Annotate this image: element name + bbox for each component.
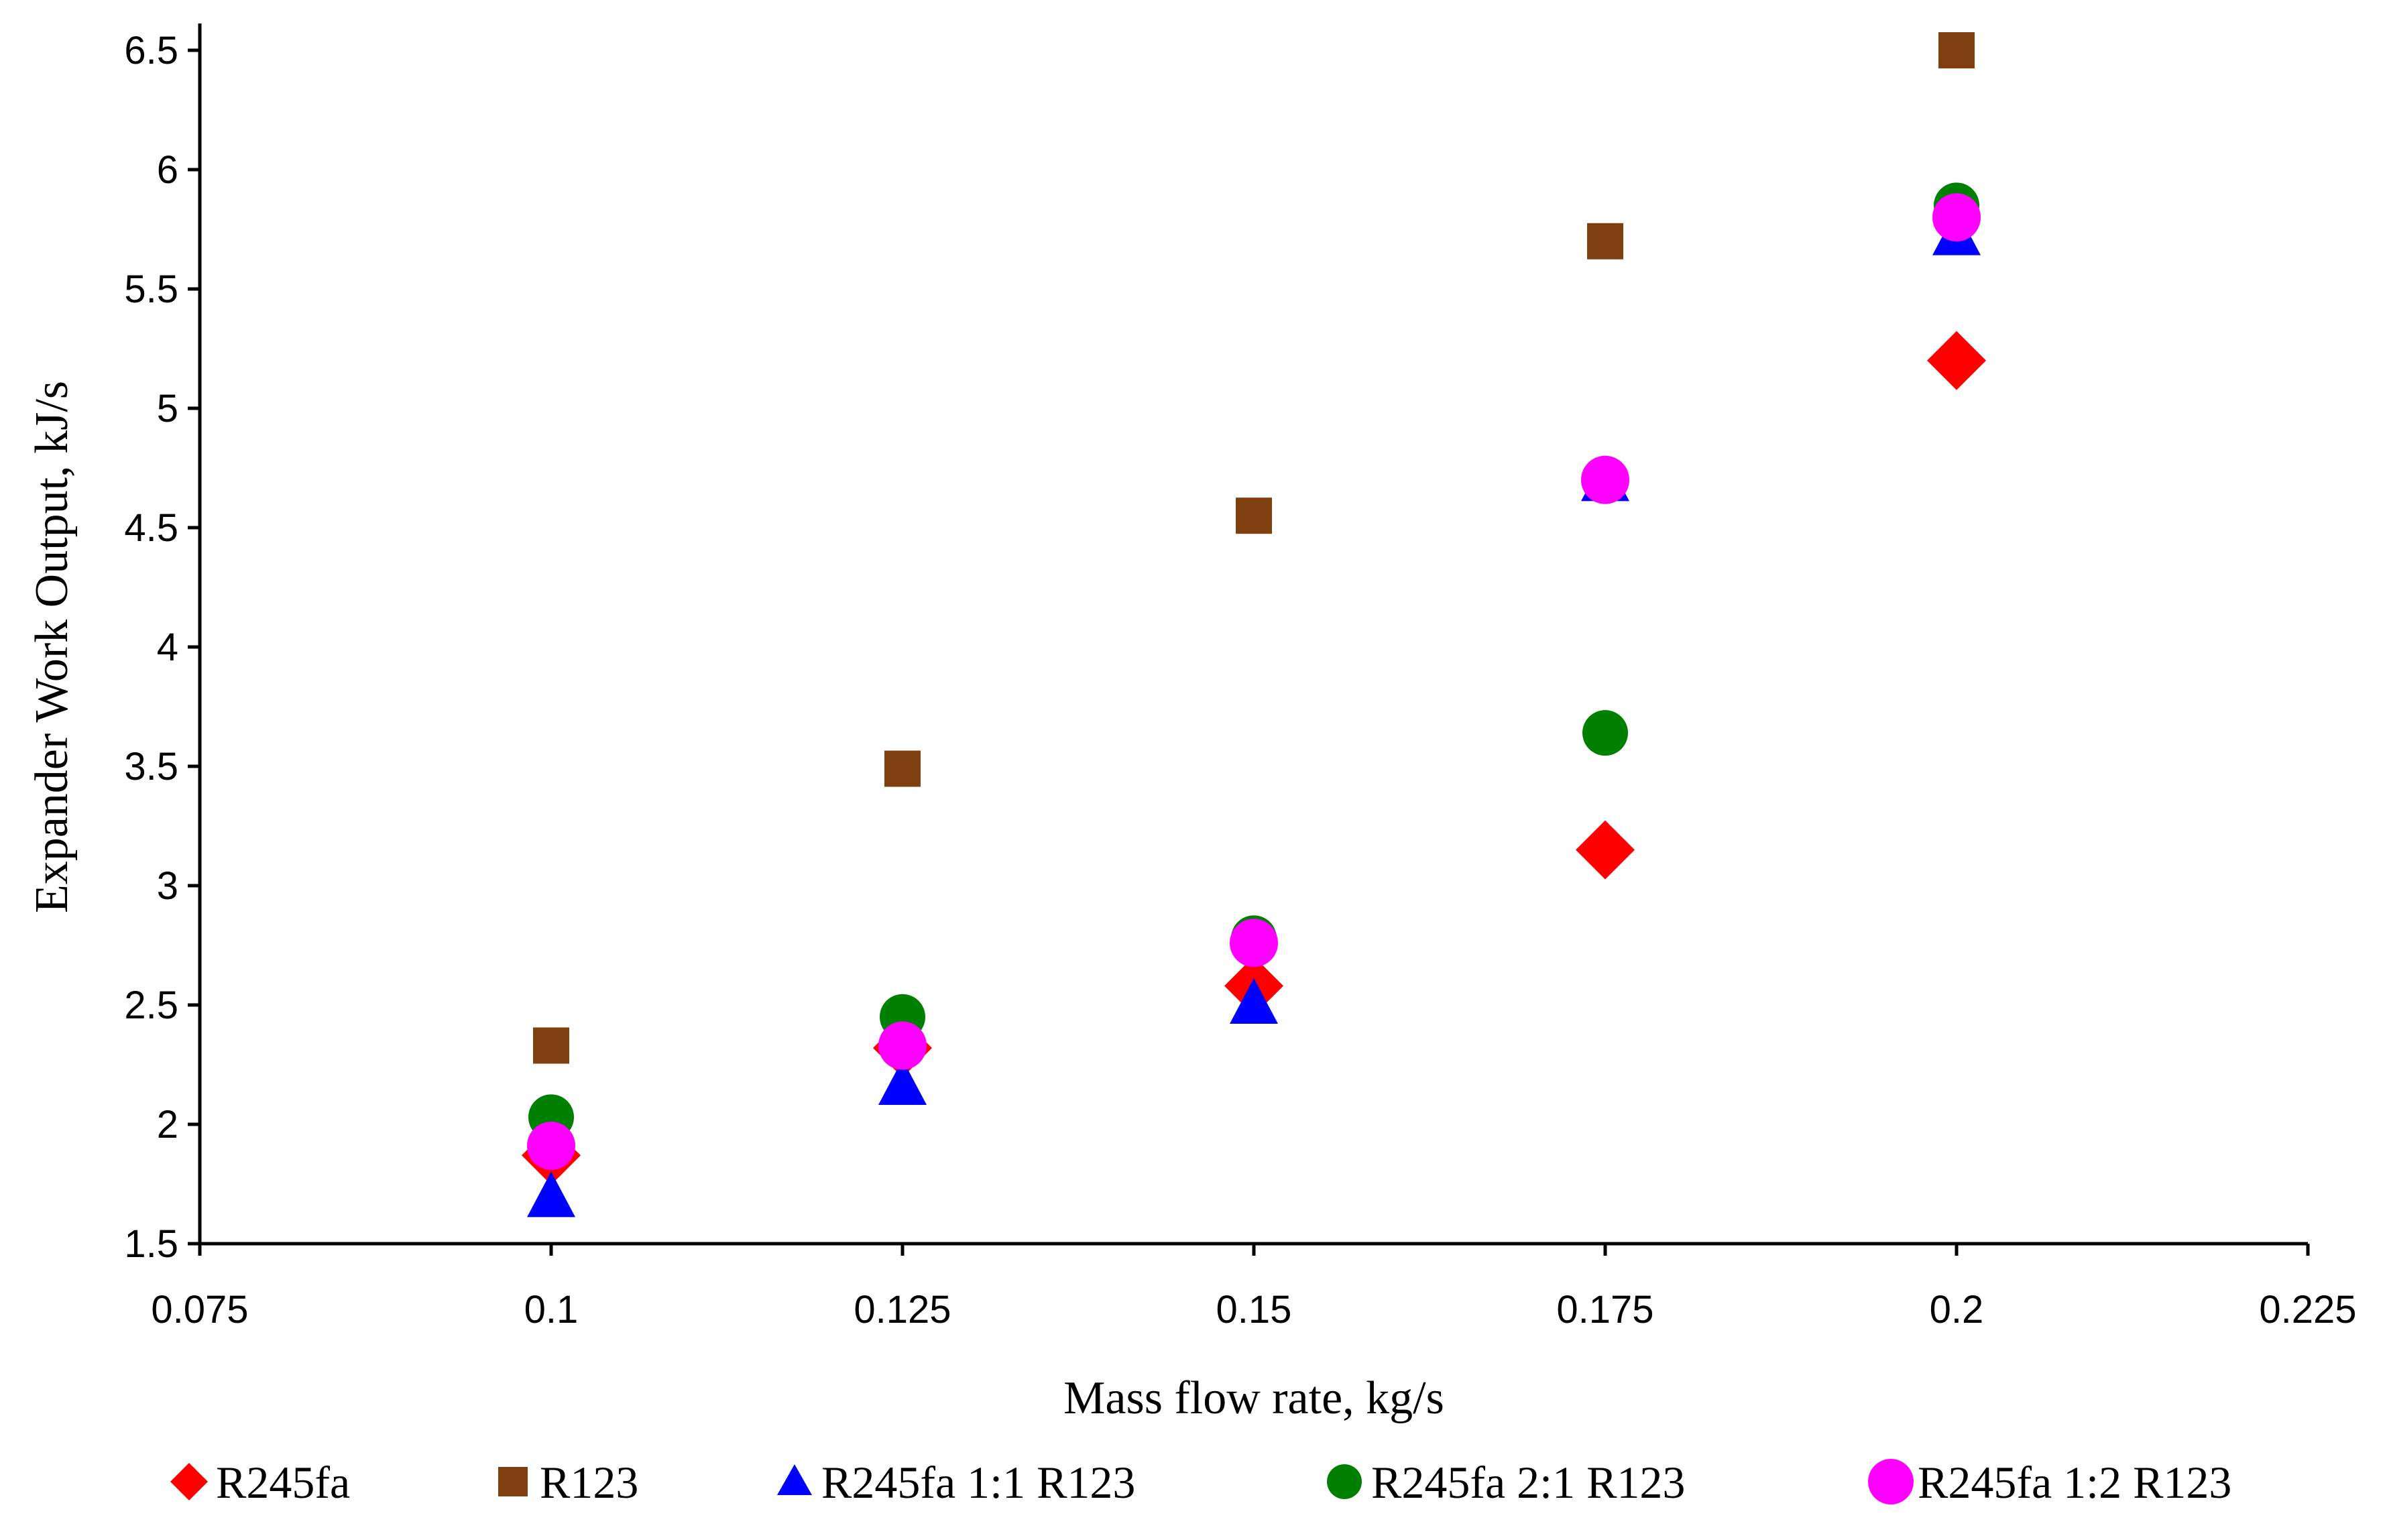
y-tick-label: 6: [157, 148, 178, 192]
x-tick-label: 0.075: [151, 1288, 248, 1331]
series-r245fa: [522, 331, 1986, 1185]
data-point: [527, 1122, 575, 1171]
data-point: [1932, 193, 1981, 242]
y-tick-label: 2.5: [124, 984, 178, 1027]
data-point: [1581, 455, 1629, 504]
y-tick-label: 4: [157, 626, 178, 669]
data-point: [527, 1171, 575, 1218]
x-tick-label: 0.125: [854, 1288, 951, 1331]
data-point: [884, 750, 921, 787]
y-tick-label: 5: [157, 387, 178, 430]
y-tick-label: 3.5: [124, 745, 178, 788]
y-tick-label: 2: [157, 1103, 178, 1146]
legend-label: R245fa 2:1 R123: [1371, 1457, 1685, 1508]
data-point: [1587, 223, 1623, 259]
series-r245fa-1-2-r123: [527, 193, 1981, 1171]
y-tick-label: 3: [157, 864, 178, 908]
data-point: [1576, 820, 1635, 880]
data-point: [878, 1021, 927, 1070]
data-point: [1927, 331, 1986, 390]
legend-item: R245fa: [170, 1457, 350, 1508]
legend-marker: [170, 1463, 208, 1500]
tick-labels: 1.5 2 2.5 3 3.5 4 4.5 5 5.5 6 6.5 0.075 0.1 0.125 0.15…: [124, 29, 2356, 1331]
legend-marker: [777, 1464, 812, 1495]
x-tick-label: 0.2: [1930, 1288, 1984, 1331]
legend-label: R245fa 1:2 R123: [1918, 1457, 2231, 1508]
x-axis-title: Mass flow rate, kg/s: [1063, 1372, 1444, 1424]
legend-marker: [498, 1467, 528, 1496]
y-tick-label: 4.5: [124, 506, 178, 550]
x-tick-label: 0.175: [1556, 1288, 1653, 1331]
series-r245fa-1-1-r123: [527, 209, 1981, 1218]
data-point: [1938, 32, 1975, 68]
y-tick-label: 1.5: [124, 1222, 178, 1266]
legend-marker: [1327, 1464, 1362, 1499]
data-point: [533, 1027, 569, 1064]
data-point: [1230, 919, 1278, 967]
y-tick-label: 5.5: [124, 268, 178, 311]
legend-item: R245fa 1:1 R123: [777, 1457, 1135, 1508]
legend-label: R123: [540, 1457, 638, 1508]
legend: R245fa R123 R245fa 1:1 R123 R245fa 2:1 R123…: [170, 1457, 2231, 1508]
data-point: [878, 1059, 927, 1106]
legend-marker: [1868, 1459, 1914, 1504]
data-point: [1236, 497, 1272, 534]
legend-label: R245fa 1:1 R123: [821, 1457, 1135, 1508]
y-axis-title: Expander Work Output, kJ/s: [26, 381, 78, 913]
legend-item: R123: [498, 1457, 638, 1508]
x-tick-label: 0.225: [2259, 1288, 2356, 1331]
x-tick-label: 0.15: [1216, 1288, 1292, 1331]
legend-item: R245fa 2:1 R123: [1327, 1457, 1685, 1508]
axes: [188, 23, 2310, 1256]
legend-item: R245fa 1:2 R123: [1868, 1457, 2231, 1508]
data-points: [522, 32, 1986, 1218]
data-point: [1582, 710, 1628, 756]
series-r123: [533, 32, 1975, 1064]
y-tick-label: 6.5: [124, 29, 178, 72]
data-point: [1230, 978, 1278, 1024]
x-tick-label: 0.1: [524, 1288, 579, 1331]
legend-label: R245fa: [216, 1457, 350, 1508]
